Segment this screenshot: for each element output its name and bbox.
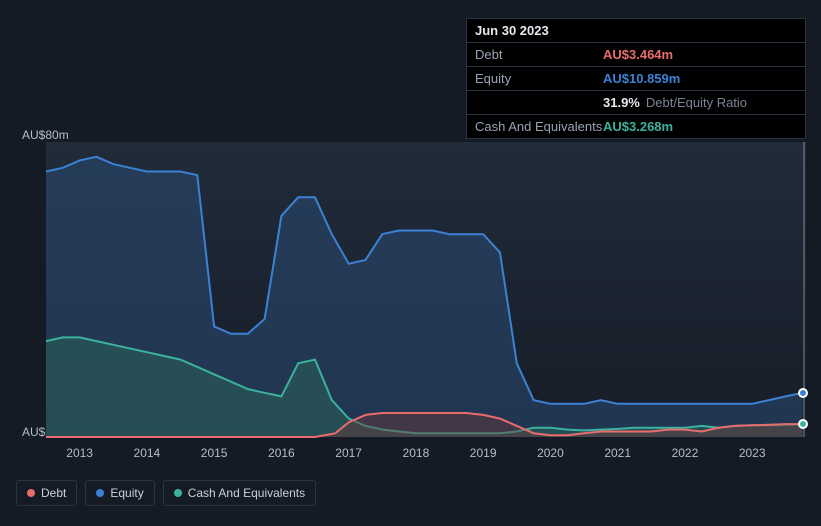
tooltip-label: Debt xyxy=(475,47,603,62)
x-axis: 2013 2014 2015 2016 2017 2018 2019 2020 2021 2022… xyxy=(46,446,806,464)
tooltip-value: 31.9%Debt/Equity Ratio xyxy=(603,95,747,110)
legend-label: Debt xyxy=(41,486,66,500)
area-chart[interactable] xyxy=(46,142,806,437)
legend-dot-icon xyxy=(27,489,35,497)
legend-item-cash[interactable]: Cash And Equivalents xyxy=(163,480,316,506)
tooltip-value: AU$3.464m xyxy=(603,47,673,62)
tooltip-label: Cash And Equivalents xyxy=(475,119,603,134)
x-axis-tick: 2014 xyxy=(134,446,161,460)
x-axis-tick: 2022 xyxy=(672,446,699,460)
x-axis-tick: 2020 xyxy=(537,446,564,460)
x-axis-tick: 2015 xyxy=(201,446,228,460)
legend-label: Equity xyxy=(110,486,143,500)
cursor-dot xyxy=(798,419,808,429)
x-axis-tick: 2018 xyxy=(403,446,430,460)
cursor-dot xyxy=(798,388,808,398)
x-axis-tick: 2019 xyxy=(470,446,497,460)
legend-dot-icon xyxy=(96,489,104,497)
legend-item-debt[interactable]: Debt xyxy=(16,480,77,506)
legend-label: Cash And Equivalents xyxy=(188,486,305,500)
legend-dot-icon xyxy=(174,489,182,497)
x-axis-tick: 2017 xyxy=(335,446,362,460)
legend-item-equity[interactable]: Equity xyxy=(85,480,154,506)
tooltip-label xyxy=(475,95,603,110)
legend: Debt Equity Cash And Equivalents xyxy=(16,480,316,506)
x-axis-tick: 2016 xyxy=(268,446,295,460)
x-axis-tick: 2013 xyxy=(66,446,93,460)
tooltip-value: AU$3.268m xyxy=(603,119,673,134)
y-axis-label-max: AU$80m xyxy=(22,128,69,142)
x-axis-tick: 2023 xyxy=(739,446,766,460)
x-axis-tick: 2021 xyxy=(604,446,631,460)
chart-tooltip: Jun 30 2023 Debt AU$3.464m Equity AU$10.… xyxy=(466,18,806,139)
tooltip-date: Jun 30 2023 xyxy=(475,23,603,38)
tooltip-label: Equity xyxy=(475,71,603,86)
tooltip-value: AU$10.859m xyxy=(603,71,680,86)
